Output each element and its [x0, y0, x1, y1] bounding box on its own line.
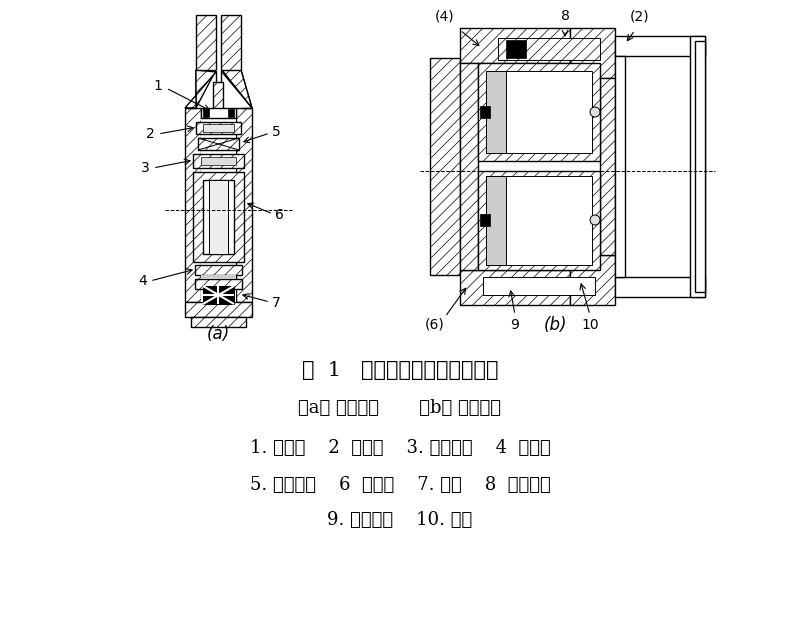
Bar [196, 122, 241, 134]
Bar [460, 63, 478, 270]
Text: (a): (a) [206, 325, 230, 343]
Bar [228, 109, 234, 117]
Text: 3: 3 [142, 161, 150, 175]
Bar [193, 172, 244, 262]
Circle shape [590, 107, 600, 117]
Bar [216, 70, 221, 108]
Bar [193, 154, 244, 168]
Text: 4: 4 [138, 274, 147, 288]
Bar [478, 171, 600, 270]
Polygon shape [222, 70, 252, 108]
Bar [195, 279, 242, 289]
Polygon shape [185, 70, 216, 108]
Bar [480, 214, 490, 226]
Bar [615, 277, 705, 297]
Bar [191, 317, 246, 327]
Bar [185, 302, 252, 317]
Bar [486, 176, 592, 265]
Bar [498, 38, 600, 60]
Bar [203, 124, 234, 132]
Text: (6): (6) [425, 318, 445, 332]
Bar [506, 40, 526, 58]
Bar [615, 36, 705, 56]
Text: 5. 磹形弹簧    6  制动盘    7. 平键    8  换向棘轮: 5. 磹形弹簧 6 制动盘 7. 平键 8 换向棘轮 [250, 476, 550, 494]
Bar [483, 277, 595, 295]
Bar [460, 28, 570, 63]
Text: 图  1   手动葫芦限载结构示意图: 图 1 手动葫芦限载结构示意图 [302, 361, 498, 379]
Text: (2): (2) [630, 9, 650, 23]
Text: 10: 10 [581, 318, 599, 332]
Text: 2: 2 [146, 127, 155, 141]
Bar [486, 71, 592, 153]
Bar [615, 56, 625, 277]
Bar [185, 108, 201, 302]
Bar [203, 180, 234, 254]
Text: 6: 6 [275, 208, 284, 222]
Bar [209, 180, 228, 254]
Bar [690, 36, 705, 297]
Bar [600, 78, 615, 255]
Text: 1: 1 [153, 79, 162, 93]
Bar [236, 108, 252, 302]
Text: (4): (4) [435, 9, 455, 23]
Bar [221, 15, 241, 70]
Text: 5: 5 [272, 125, 281, 139]
Bar [695, 41, 705, 292]
Bar [201, 275, 236, 279]
Bar [486, 71, 506, 153]
Bar [201, 157, 236, 165]
Text: 9: 9 [510, 318, 519, 332]
Bar [480, 106, 490, 118]
Bar [201, 108, 236, 302]
Bar [478, 63, 600, 161]
Text: 9. 调节螺钉    10. 手轮: 9. 调节螺钉 10. 手轮 [327, 511, 473, 529]
Text: 1. 手链轮    2  连接盘    3. 调节螺母    4  摩擦片: 1. 手链轮 2 连接盘 3. 调节螺母 4 摩擦片 [250, 439, 550, 457]
Bar [203, 109, 209, 117]
Bar [430, 58, 460, 275]
Polygon shape [196, 70, 216, 108]
Bar [195, 265, 242, 275]
Bar [196, 15, 216, 70]
Bar [460, 270, 570, 305]
Text: （a） 手拉葫芦       （b） 手扮葫芦: （a） 手拉葫芦 （b） 手扮葫芦 [298, 399, 502, 417]
Text: (b): (b) [543, 316, 566, 334]
Bar [570, 255, 615, 305]
Polygon shape [222, 70, 252, 108]
Bar [203, 286, 234, 304]
Text: 7: 7 [272, 296, 281, 310]
Bar [570, 28, 615, 78]
Bar [201, 108, 236, 118]
Text: 8: 8 [561, 9, 570, 23]
Bar [198, 138, 239, 150]
Bar [213, 82, 223, 116]
Bar [486, 176, 506, 265]
Circle shape [590, 215, 600, 225]
